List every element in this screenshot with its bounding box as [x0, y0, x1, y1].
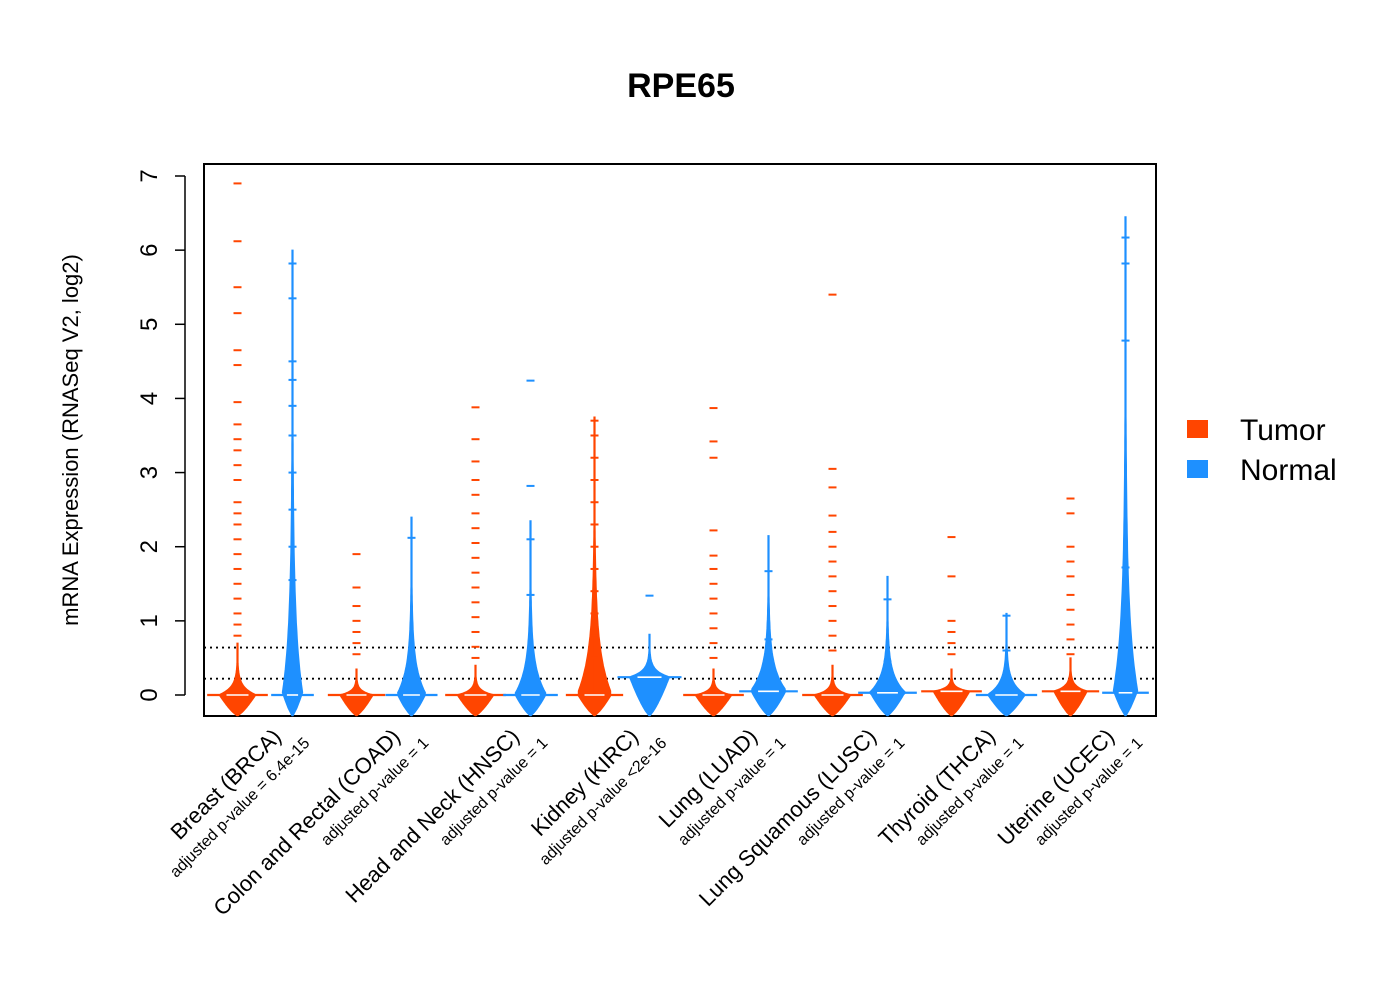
y-tick-label: 7: [136, 169, 163, 182]
y-tick-label: 5: [136, 318, 163, 331]
y-tick-label: 1: [136, 614, 163, 627]
legend-swatch: [1187, 460, 1208, 478]
y-tick-label: 3: [136, 466, 163, 479]
y-axis-label: mRNA Expression (RNASeq V2, log2): [58, 254, 83, 626]
y-tick-label: 4: [136, 392, 163, 405]
category-group: Head and Neck (HNSC)adjusted p-value = 1: [340, 379, 558, 908]
category-group: Lung (LUAD)adjusted p-value = 1: [654, 407, 798, 849]
y-tick-label: 0: [136, 688, 163, 701]
plot-frame: [203, 163, 1157, 717]
chart-title: RPE65: [627, 67, 735, 105]
category-group: Lung Squamous (LUSC)adjusted p-value = 1: [694, 293, 917, 911]
y-tick-label: 2: [136, 540, 163, 553]
category-group: Breast (BRCA)adjusted p-value = 6.4e-15: [165, 182, 314, 881]
y-tick-label: 6: [136, 243, 163, 256]
category-group: Kidney (KIRC)adjusted p-value <2e-16: [526, 416, 682, 869]
legend-label: Normal: [1240, 454, 1337, 487]
legend: Tumor Normal: [1187, 414, 1337, 487]
legend-swatch: [1187, 420, 1208, 438]
legend-label: Tumor: [1240, 414, 1326, 447]
